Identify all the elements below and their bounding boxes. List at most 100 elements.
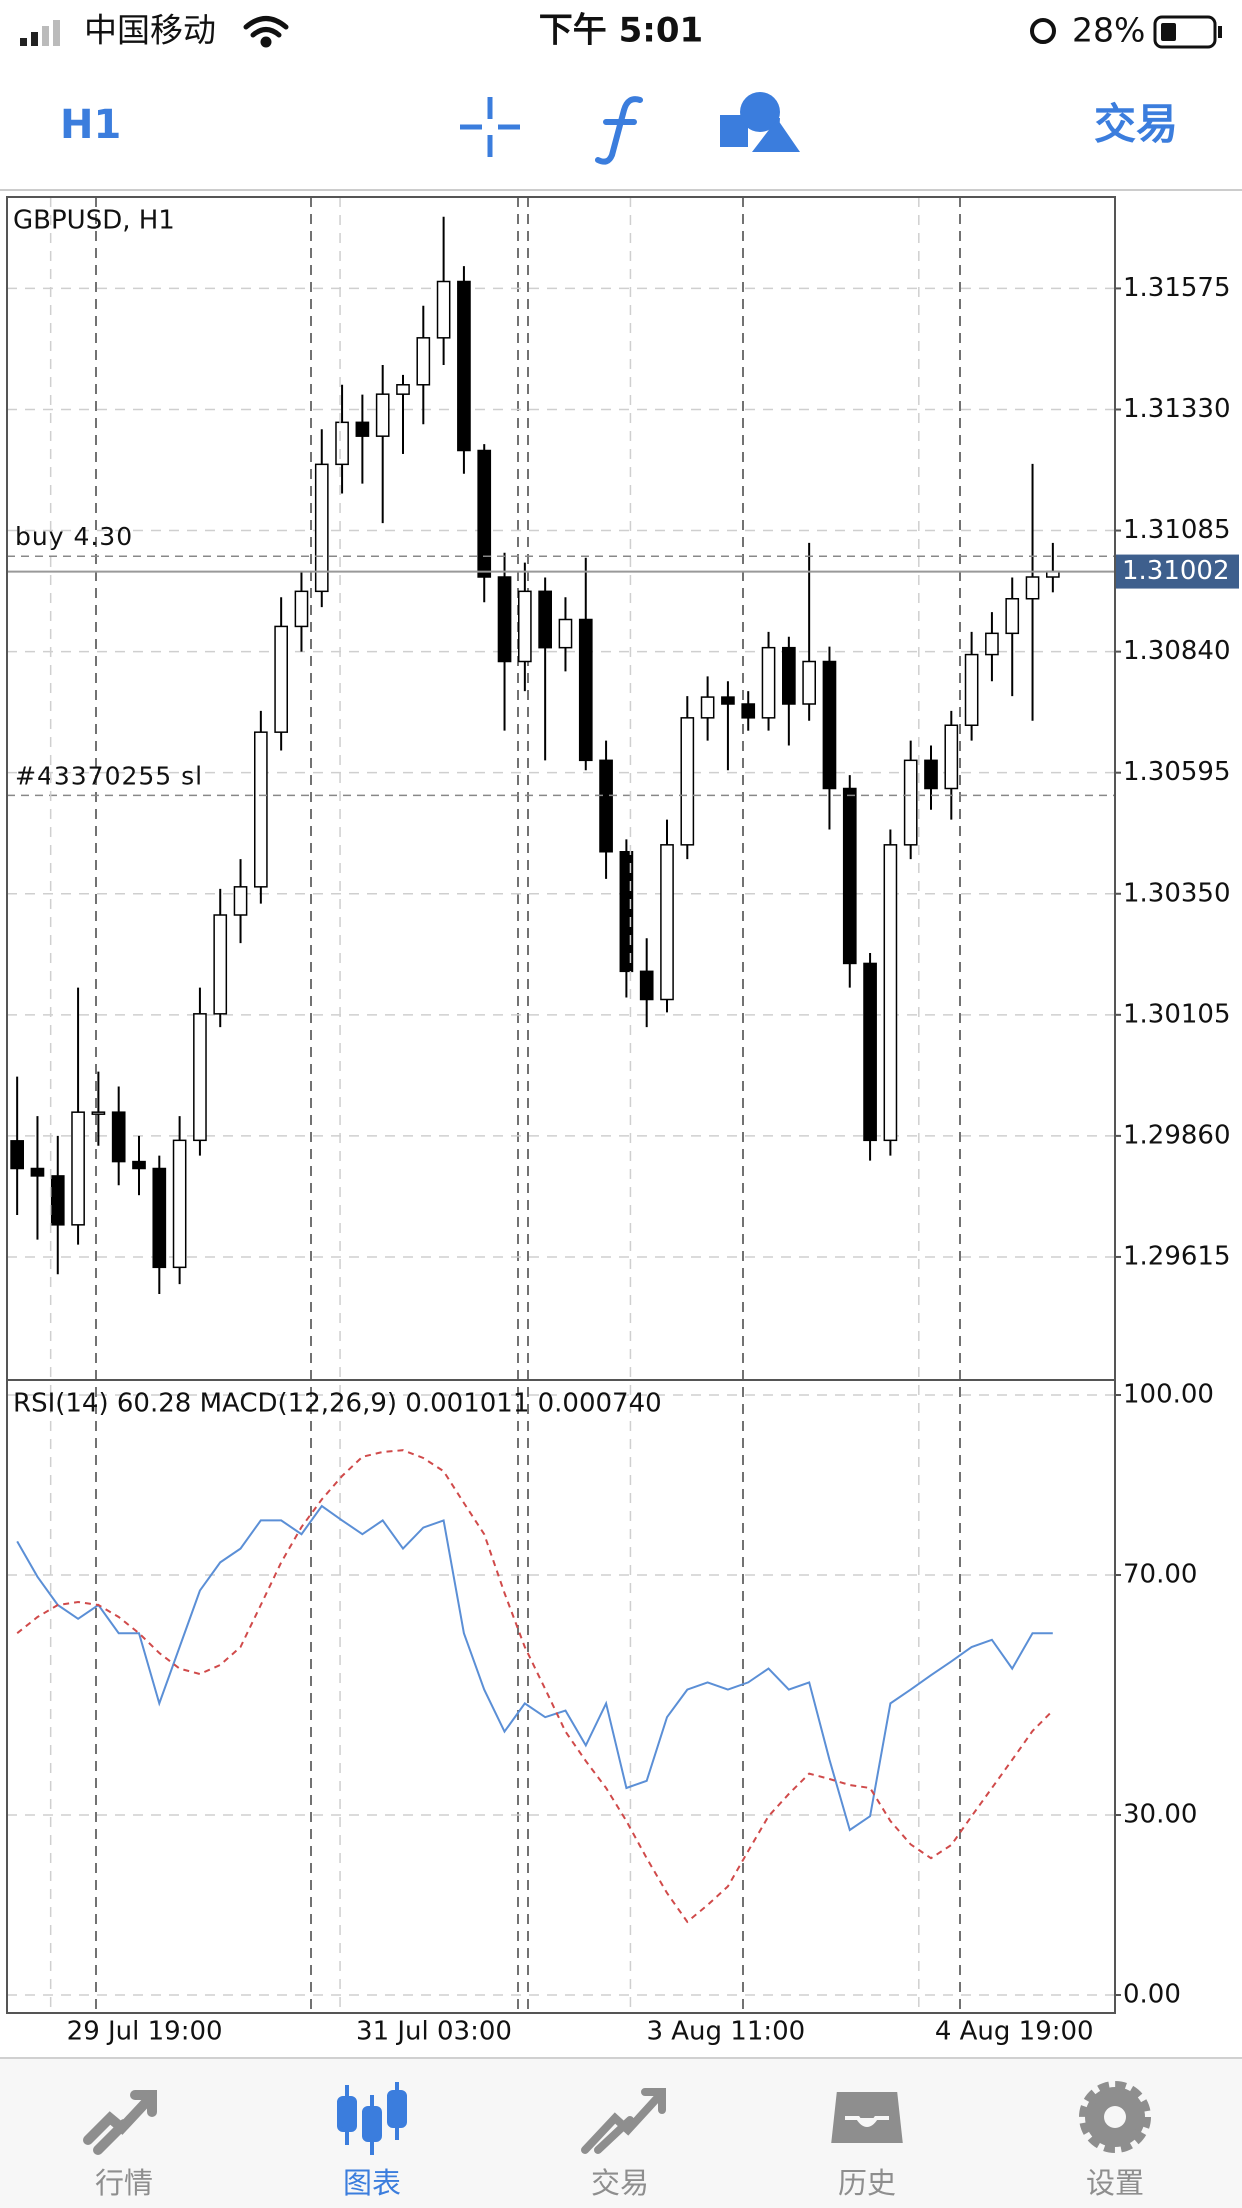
tab-label[interactable]: 交易 — [591, 2166, 649, 2200]
candle-body — [375, 393, 390, 437]
signal-icon — [20, 20, 60, 46]
crosshair-button[interactable] — [460, 97, 520, 157]
candle-body — [842, 787, 857, 965]
current-price-label: 1.31002 — [1122, 556, 1230, 586]
candle-body — [985, 632, 999, 656]
chart: 1.31575 1.31330 1.31085 1.30840 1.30595 1.303… — [7, 197, 1239, 2047]
alarm-icon — [1030, 18, 1056, 44]
candle-body — [355, 421, 370, 437]
candle-body — [802, 660, 816, 705]
candle-body — [883, 844, 898, 1142]
tab-label[interactable]: 历史 — [838, 2166, 896, 2200]
y-tick-label: 1.30350 — [1123, 878, 1231, 908]
candle-body — [213, 914, 228, 1015]
tab-label[interactable]: 设置 — [1086, 2166, 1144, 2200]
candle-body — [639, 970, 654, 1001]
timeframe-button[interactable]: H1 — [60, 102, 121, 148]
candle-body — [660, 844, 674, 1001]
candle-body — [457, 280, 471, 452]
candle-body — [761, 646, 776, 719]
candle-body — [111, 1111, 126, 1163]
trade-button[interactable]: 交易 — [1094, 100, 1178, 149]
candle-body — [30, 1167, 45, 1177]
candle-body — [558, 618, 573, 649]
y-tick-label: 0.00 — [1123, 1980, 1181, 2010]
candle-body — [1005, 597, 1020, 635]
indicator-line — [16, 1504, 1053, 1832]
tab-label[interactable]: 行情 — [95, 2166, 153, 2200]
trade-icon[interactable] — [581, 2088, 666, 2154]
clock: 下午 5:01 — [539, 11, 703, 51]
battery-percent: 28% — [1072, 11, 1145, 50]
chart-icon[interactable] — [337, 2082, 407, 2155]
candle-body — [944, 724, 959, 790]
candle-body — [863, 962, 877, 1142]
settings-icon[interactable] — [1079, 2081, 1151, 2153]
chart-frame — [6, 196, 1116, 2014]
candle-body — [335, 421, 349, 466]
current-price-box — [1115, 554, 1239, 589]
candle-body — [91, 1111, 106, 1115]
candle-body — [1025, 576, 1040, 600]
tab-label[interactable]: 图表 — [343, 2166, 401, 2200]
x-tick-label: 3 Aug 11:00 — [646, 2017, 805, 2047]
panel-title: GBPUSD, H1 — [13, 206, 175, 236]
order-label: #43370255 sl — [15, 761, 203, 790]
candle-body — [578, 618, 593, 762]
x-tick-label: 4 Aug 19:00 — [935, 2017, 1094, 2047]
candle-body — [741, 703, 756, 719]
candle-body — [10, 1140, 24, 1170]
candle-body — [132, 1160, 146, 1170]
history-icon[interactable] — [826, 2088, 908, 2147]
candle-body — [700, 696, 715, 719]
candle-body — [233, 886, 248, 916]
candle-body — [721, 696, 735, 705]
candle-body — [193, 1013, 207, 1142]
candle-body — [680, 717, 695, 846]
y-tick-label: 70.00 — [1123, 1560, 1197, 1590]
order-label: buy 4.30 — [15, 522, 133, 551]
candle-body — [599, 759, 613, 853]
quotes-icon[interactable] — [83, 2090, 157, 2155]
x-tick-label: 31 Jul 03:00 — [356, 2017, 512, 2047]
y-tick-label: 1.30595 — [1123, 757, 1231, 787]
candle-body — [50, 1175, 65, 1226]
objects-button[interactable] — [720, 92, 800, 152]
candle-body — [172, 1139, 187, 1269]
candle-body — [274, 625, 288, 733]
candle-body — [294, 590, 309, 628]
y-tick-label: 30.00 — [1123, 1800, 1197, 1830]
candle-body — [903, 759, 918, 846]
indicator-line — [16, 1449, 1054, 1924]
y-tick-label: 1.31330 — [1123, 394, 1231, 424]
candle-body — [314, 463, 329, 593]
candle-body — [538, 590, 552, 649]
candle-body — [497, 576, 512, 663]
candle-body — [477, 449, 492, 578]
candle-body — [822, 660, 837, 790]
candle-body — [964, 653, 979, 726]
candle-body — [518, 590, 532, 663]
battery-icon — [1153, 15, 1222, 49]
candle-body — [782, 646, 796, 705]
candle-body — [924, 759, 938, 790]
candle-body — [71, 1111, 85, 1226]
x-tick-label: 29 Jul 19:00 — [67, 2017, 223, 2047]
candle-body — [416, 337, 431, 386]
candle-body — [619, 851, 634, 973]
carrier: 中国移动 — [84, 11, 216, 50]
panel-title: RSI(14) 60.28 MACD(12,26,9) 0.001011 0.0… — [13, 1389, 662, 1419]
y-tick-label: 1.29860 — [1123, 1120, 1231, 1150]
y-tick-label: 1.31575 — [1123, 273, 1231, 303]
candle-body — [436, 280, 451, 339]
tab-labels: 行情 图表 交易 历史 设置 — [95, 2166, 1144, 2200]
y-tick-label: 1.31085 — [1123, 515, 1231, 545]
candle-body — [396, 384, 410, 395]
candle-body — [254, 731, 268, 888]
y-tick-label: 1.30105 — [1123, 999, 1231, 1029]
y-tick-label: 1.29615 — [1123, 1241, 1231, 1271]
wifi-icon — [243, 16, 289, 48]
indicators-button[interactable] — [595, 96, 643, 165]
